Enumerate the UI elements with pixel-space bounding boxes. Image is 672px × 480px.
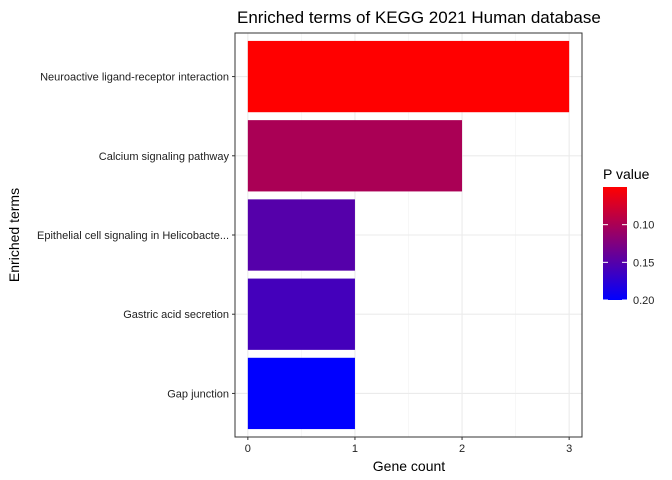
legend-tick-label: 0.20: [633, 295, 654, 307]
x-tick-label: 2: [459, 443, 465, 455]
bars: [247, 40, 570, 430]
y-tick-label: Calcium signaling pathway: [99, 151, 230, 163]
y-tick-label: Epithelial cell signaling in Helicobacte…: [37, 230, 229, 242]
legend-tick-label: 0.15: [633, 257, 654, 269]
bar: [247, 40, 570, 113]
bar: [247, 278, 355, 350]
x-tick-label: 1: [352, 443, 358, 455]
y-tick-label: Gap junction: [167, 388, 229, 400]
bar: [247, 120, 463, 192]
chart-title: Enriched terms of KEGG 2021 Human databa…: [237, 8, 601, 27]
legend: P value 0.10 0.15 0.20: [603, 166, 654, 307]
y-tick-label: Neuroactive ligand-receptor interaction: [40, 72, 229, 84]
x-axis-ticks: 0 1 2 3: [245, 437, 572, 455]
x-axis-label: Gene count: [373, 458, 445, 474]
legend-ticks: 0.10 0.15 0.20: [603, 220, 654, 307]
legend-tick-label: 0.10: [633, 220, 654, 232]
y-axis-ticks: Neuroactive ligand-receptor interaction C…: [37, 72, 235, 400]
bar: [247, 357, 355, 430]
legend-title: P value: [603, 166, 650, 182]
bar: [247, 199, 355, 271]
x-tick-label: 0: [245, 443, 251, 455]
legend-colorbar: [603, 187, 627, 300]
y-tick-label: Gastric acid secretion: [123, 309, 229, 321]
x-tick-label: 3: [566, 443, 572, 455]
y-axis-label: Enriched terms: [6, 188, 22, 282]
